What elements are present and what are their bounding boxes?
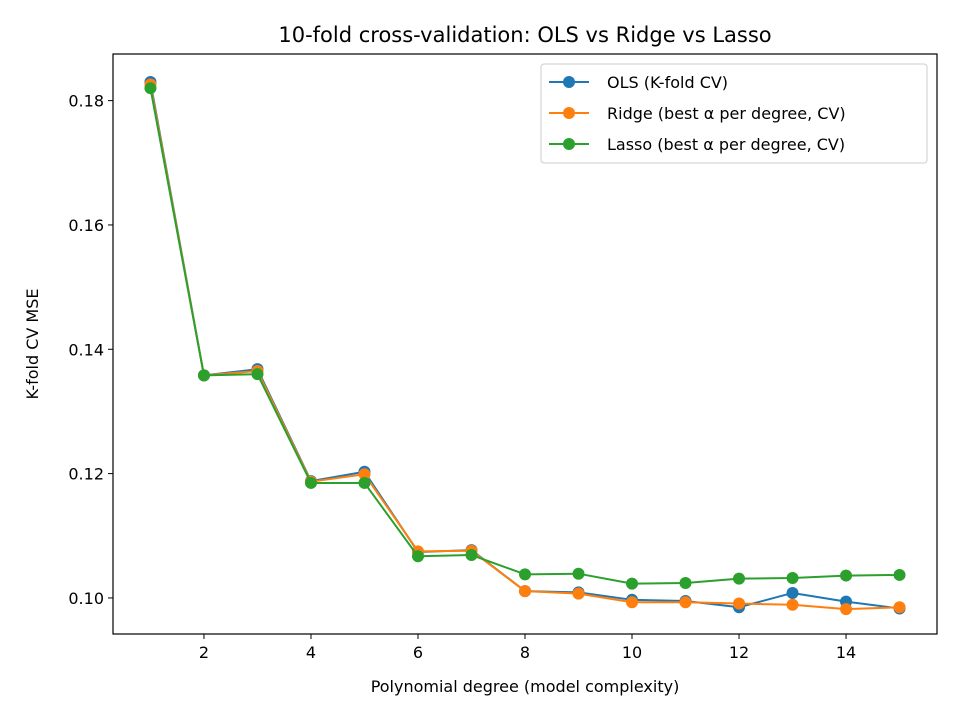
x-tick-label: 8 xyxy=(520,643,530,662)
x-axis-ticks: 2 4 6 8 10 12 14 xyxy=(199,634,856,662)
series-2 xyxy=(144,82,906,590)
data-point xyxy=(733,597,746,610)
legend-entry: Lasso (best α per degree, CV) xyxy=(549,135,845,154)
y-tick-label: 0.12 xyxy=(68,465,104,484)
data-point xyxy=(411,550,424,563)
x-tick-label: 14 xyxy=(836,643,856,662)
x-tick-label: 6 xyxy=(413,643,423,662)
legend-marker xyxy=(563,138,575,150)
legend-label: OLS (K-fold CV) xyxy=(607,73,728,92)
data-point xyxy=(786,586,799,599)
y-tick-label: 0.16 xyxy=(68,216,104,235)
data-point xyxy=(893,601,906,614)
y-tick-label: 0.18 xyxy=(68,92,104,111)
data-point xyxy=(786,572,799,585)
data-point xyxy=(304,476,317,489)
x-tick-label: 12 xyxy=(729,643,749,662)
legend-entry: Ridge (best α per degree, CV) xyxy=(549,104,846,123)
plot-border xyxy=(112,53,938,635)
data-point xyxy=(840,603,853,616)
series-layer xyxy=(144,75,906,616)
data-point xyxy=(572,567,585,580)
data-point xyxy=(358,468,371,481)
data-point xyxy=(786,598,799,611)
legend-label: Ridge (best α per degree, CV) xyxy=(607,104,846,123)
legend-marker xyxy=(563,76,575,88)
data-point xyxy=(626,577,639,590)
data-point xyxy=(465,549,478,562)
data-point xyxy=(144,82,157,95)
x-tick-label: 4 xyxy=(306,643,316,662)
chart-title: 10-fold cross-validation: OLS vs Ridge v… xyxy=(278,23,771,47)
data-point xyxy=(358,476,371,489)
data-point xyxy=(679,596,692,609)
legend-label: Lasso (best α per degree, CV) xyxy=(607,135,845,154)
legend-marker xyxy=(563,107,575,119)
data-point xyxy=(519,568,531,581)
y-tick-label: 0.10 xyxy=(68,589,104,608)
data-point xyxy=(251,368,264,381)
x-axis-title: Polynomial degree (model complexity) xyxy=(371,677,680,696)
y-axis-title: K-fold CV MSE xyxy=(23,289,42,400)
data-point xyxy=(572,587,585,600)
data-point xyxy=(733,572,746,585)
data-point xyxy=(626,596,639,609)
data-point xyxy=(840,569,853,582)
x-tick-label: 2 xyxy=(199,643,209,662)
data-point xyxy=(893,568,906,581)
y-tick-label: 0.14 xyxy=(68,340,104,359)
legend-entry: OLS (K-fold CV) xyxy=(549,73,728,92)
legend-box xyxy=(540,63,928,164)
legend: OLS (K-fold CV) Ridge (best α per degree,… xyxy=(540,63,928,164)
data-point xyxy=(519,585,531,598)
y-axis-ticks: 0.10 0.12 0.14 0.16 0.18 xyxy=(68,92,113,608)
x-tick-label: 10 xyxy=(622,643,642,662)
data-point xyxy=(197,369,210,382)
data-point xyxy=(679,577,692,590)
